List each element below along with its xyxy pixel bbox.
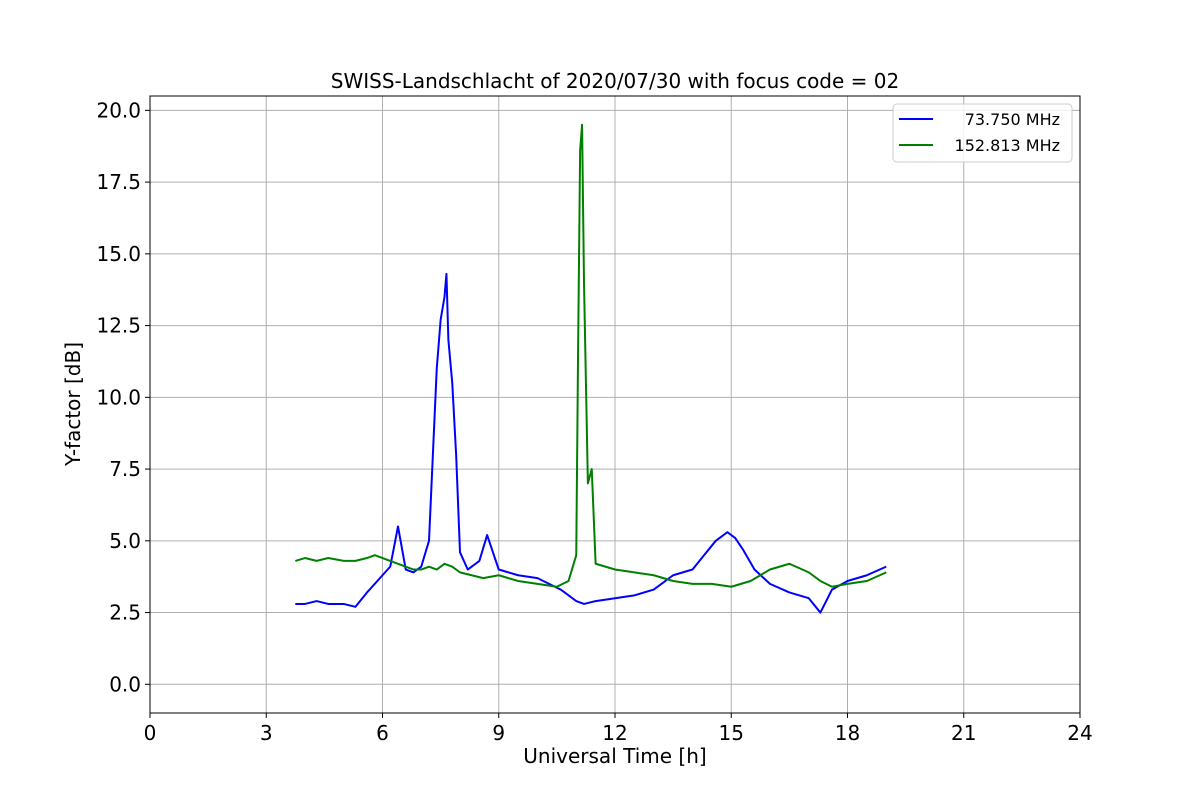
chart-title: SWISS-Landschlacht of 2020/07/30 with fo… [331,69,899,93]
grid-lines [149,96,1081,713]
legend-label: 152.813 MHz [955,136,1060,155]
x-tick-label: 6 [376,721,389,745]
y-tick-label: 17.5 [96,170,141,194]
y-axis-ticks: 0.0 2.5 5.0 7.5 10.0 12.5 15.0 17.5 20.0 [96,98,150,696]
x-tick-label: 12 [602,721,627,745]
plot-area [149,95,1081,714]
series-line [295,123,887,588]
x-tick-label: 18 [835,721,860,745]
y-tick-label: 0.0 [109,672,141,696]
legend: 73.750 MHz 152.813 MHz [892,103,1073,163]
y-tick-label: 10.0 [96,385,141,409]
x-axis-ticks: 0 3 6 9 12 15 18 21 24 [144,713,1093,745]
y-tick-label: 5.0 [109,529,141,553]
y-tick-label: 7.5 [109,457,141,481]
x-tick-label: 21 [951,721,976,745]
series-lines [295,123,887,614]
y-tick-label: 2.5 [109,601,141,625]
x-tick-label: 15 [719,721,744,745]
legend-label: 73.750 MHz [965,110,1060,129]
x-tick-label: 0 [144,721,157,745]
y-tick-label: 12.5 [96,314,141,338]
x-tick-label: 3 [260,721,273,745]
y-tick-label: 15.0 [96,242,141,266]
series-line [295,272,887,614]
legend-frame [892,103,1073,163]
y-tick-label: 20.0 [96,98,141,122]
x-tick-label: 24 [1067,721,1092,745]
x-tick-label: 9 [492,721,505,745]
x-axis-label: Universal Time [h] [523,744,706,768]
y-axis-label: Y-factor [dB] [61,342,85,467]
